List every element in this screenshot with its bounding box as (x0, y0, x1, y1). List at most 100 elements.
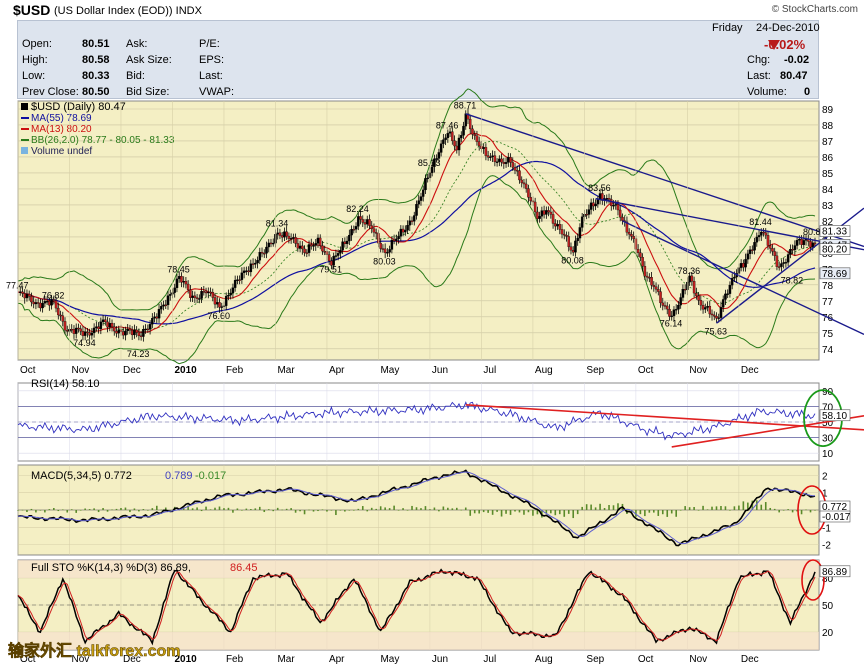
macd-histogram-bar (415, 507, 418, 510)
macd-histogram-bar (187, 505, 189, 510)
macd-histogram-bar (796, 510, 798, 512)
price-candle (462, 125, 465, 136)
price-candle (802, 240, 806, 245)
price-candle (352, 229, 356, 231)
price-candle (585, 214, 588, 216)
price-candle (240, 272, 244, 280)
price-tick-label: 89 (822, 105, 834, 116)
price-candle (435, 158, 438, 160)
price-candle (126, 328, 129, 332)
macd-histogram-bar (93, 508, 95, 510)
price-candle (368, 219, 371, 226)
price-candle (133, 329, 136, 336)
macd-histogram-bar (505, 510, 507, 514)
sto-x-tick-label: Nov (71, 654, 89, 665)
price-candle (305, 252, 309, 254)
x-tick-label: 2010 (174, 365, 197, 376)
macd-histogram-bar (509, 510, 512, 515)
macd-histogram-bar (572, 510, 575, 519)
rsi-tick-label: 70 (822, 402, 834, 413)
price-candle (18, 291, 22, 294)
price-candle (321, 245, 324, 252)
macd-histogram-bar (603, 508, 606, 510)
macd-histogram-bar (61, 509, 64, 511)
price-tick-label: 74 (822, 345, 834, 356)
macd-histogram-bar (702, 505, 704, 510)
price-candle (177, 276, 181, 280)
sto-x-tick-label: 2010 (174, 654, 197, 665)
price-candle (439, 143, 443, 153)
price-candle (657, 289, 660, 292)
forum-logo-text: 输家外汇 talkforex.com (8, 641, 181, 660)
macd-histogram-bar (379, 506, 382, 510)
sto-x-tick-label: Oct (638, 654, 654, 665)
price-candle (260, 252, 264, 254)
price-candle (263, 253, 266, 255)
macd-histogram-bar (70, 509, 73, 510)
price-candle (164, 304, 168, 307)
sto-tick-label: 20 (822, 628, 834, 639)
price-candle (251, 263, 255, 265)
rsi-tag (819, 409, 851, 422)
sto-x-tick-label: Oct (20, 654, 36, 665)
price-candle (742, 263, 745, 268)
macd-histogram-bar (693, 507, 695, 510)
price-candle (191, 295, 194, 298)
macd-histogram-bar (464, 507, 467, 510)
macd-histogram-bar (433, 507, 436, 510)
macd-legend: MACD(5,34,5) 0.772 (31, 470, 132, 482)
legend-ma13: MA(13) 80.20 (31, 124, 92, 135)
price-candle (186, 283, 190, 291)
price-candle (791, 249, 794, 251)
price-value-label: 82.24 (346, 204, 369, 214)
macd-histogram-bar (312, 510, 315, 512)
price-candle (388, 249, 391, 253)
price-candle (518, 170, 521, 181)
macd-histogram-bar (308, 509, 310, 511)
macd-histogram-bar (800, 510, 803, 515)
price-candle (549, 211, 553, 215)
x-tick-label: Nov (71, 365, 89, 376)
macd-histogram-bar (406, 510, 409, 511)
price-candle (424, 178, 427, 191)
price-value-label: 81.44 (749, 217, 772, 227)
price-value-label: 77.47 (6, 280, 29, 290)
price-candle (704, 307, 707, 310)
price-candle (294, 237, 297, 244)
macd-histogram-bar (290, 508, 292, 510)
price-candle (571, 250, 575, 253)
price-candle (511, 162, 515, 168)
price-candle (348, 234, 351, 242)
macd-histogram-bar (473, 510, 476, 514)
macd-histogram-bar (617, 503, 619, 510)
price-tick-label: 76 (822, 313, 834, 324)
bid-label: Bid: (126, 70, 145, 82)
macd-histogram-bar (648, 510, 651, 513)
price-candle (486, 155, 490, 158)
price-candle (766, 235, 770, 246)
price-value-label: 76.82 (42, 291, 65, 301)
price-candle (269, 242, 273, 245)
price-value-label: 87.46 (436, 121, 459, 131)
price-candle (34, 302, 38, 305)
price-candle (533, 201, 537, 213)
macd-histogram-bar (196, 507, 198, 510)
macd-histogram-bar (612, 505, 615, 510)
price-candle (104, 319, 107, 323)
macd-histogram-bar (361, 506, 364, 510)
price-candle (811, 242, 815, 248)
macd-histogram-bar (657, 510, 660, 516)
price-candle (271, 242, 275, 245)
macd-histogram-bar (679, 510, 682, 511)
macd-histogram-bar (523, 510, 525, 515)
price-candle (359, 216, 362, 220)
macd-histogram-bar (272, 510, 275, 512)
price-tick-label: 87 (822, 137, 834, 148)
macd-histogram-bar (106, 510, 109, 512)
price-candle (318, 237, 322, 246)
price-candle (32, 301, 35, 305)
price-candle (339, 250, 342, 254)
sto-x-tick-label: Feb (226, 654, 244, 665)
price-candle (415, 204, 418, 216)
